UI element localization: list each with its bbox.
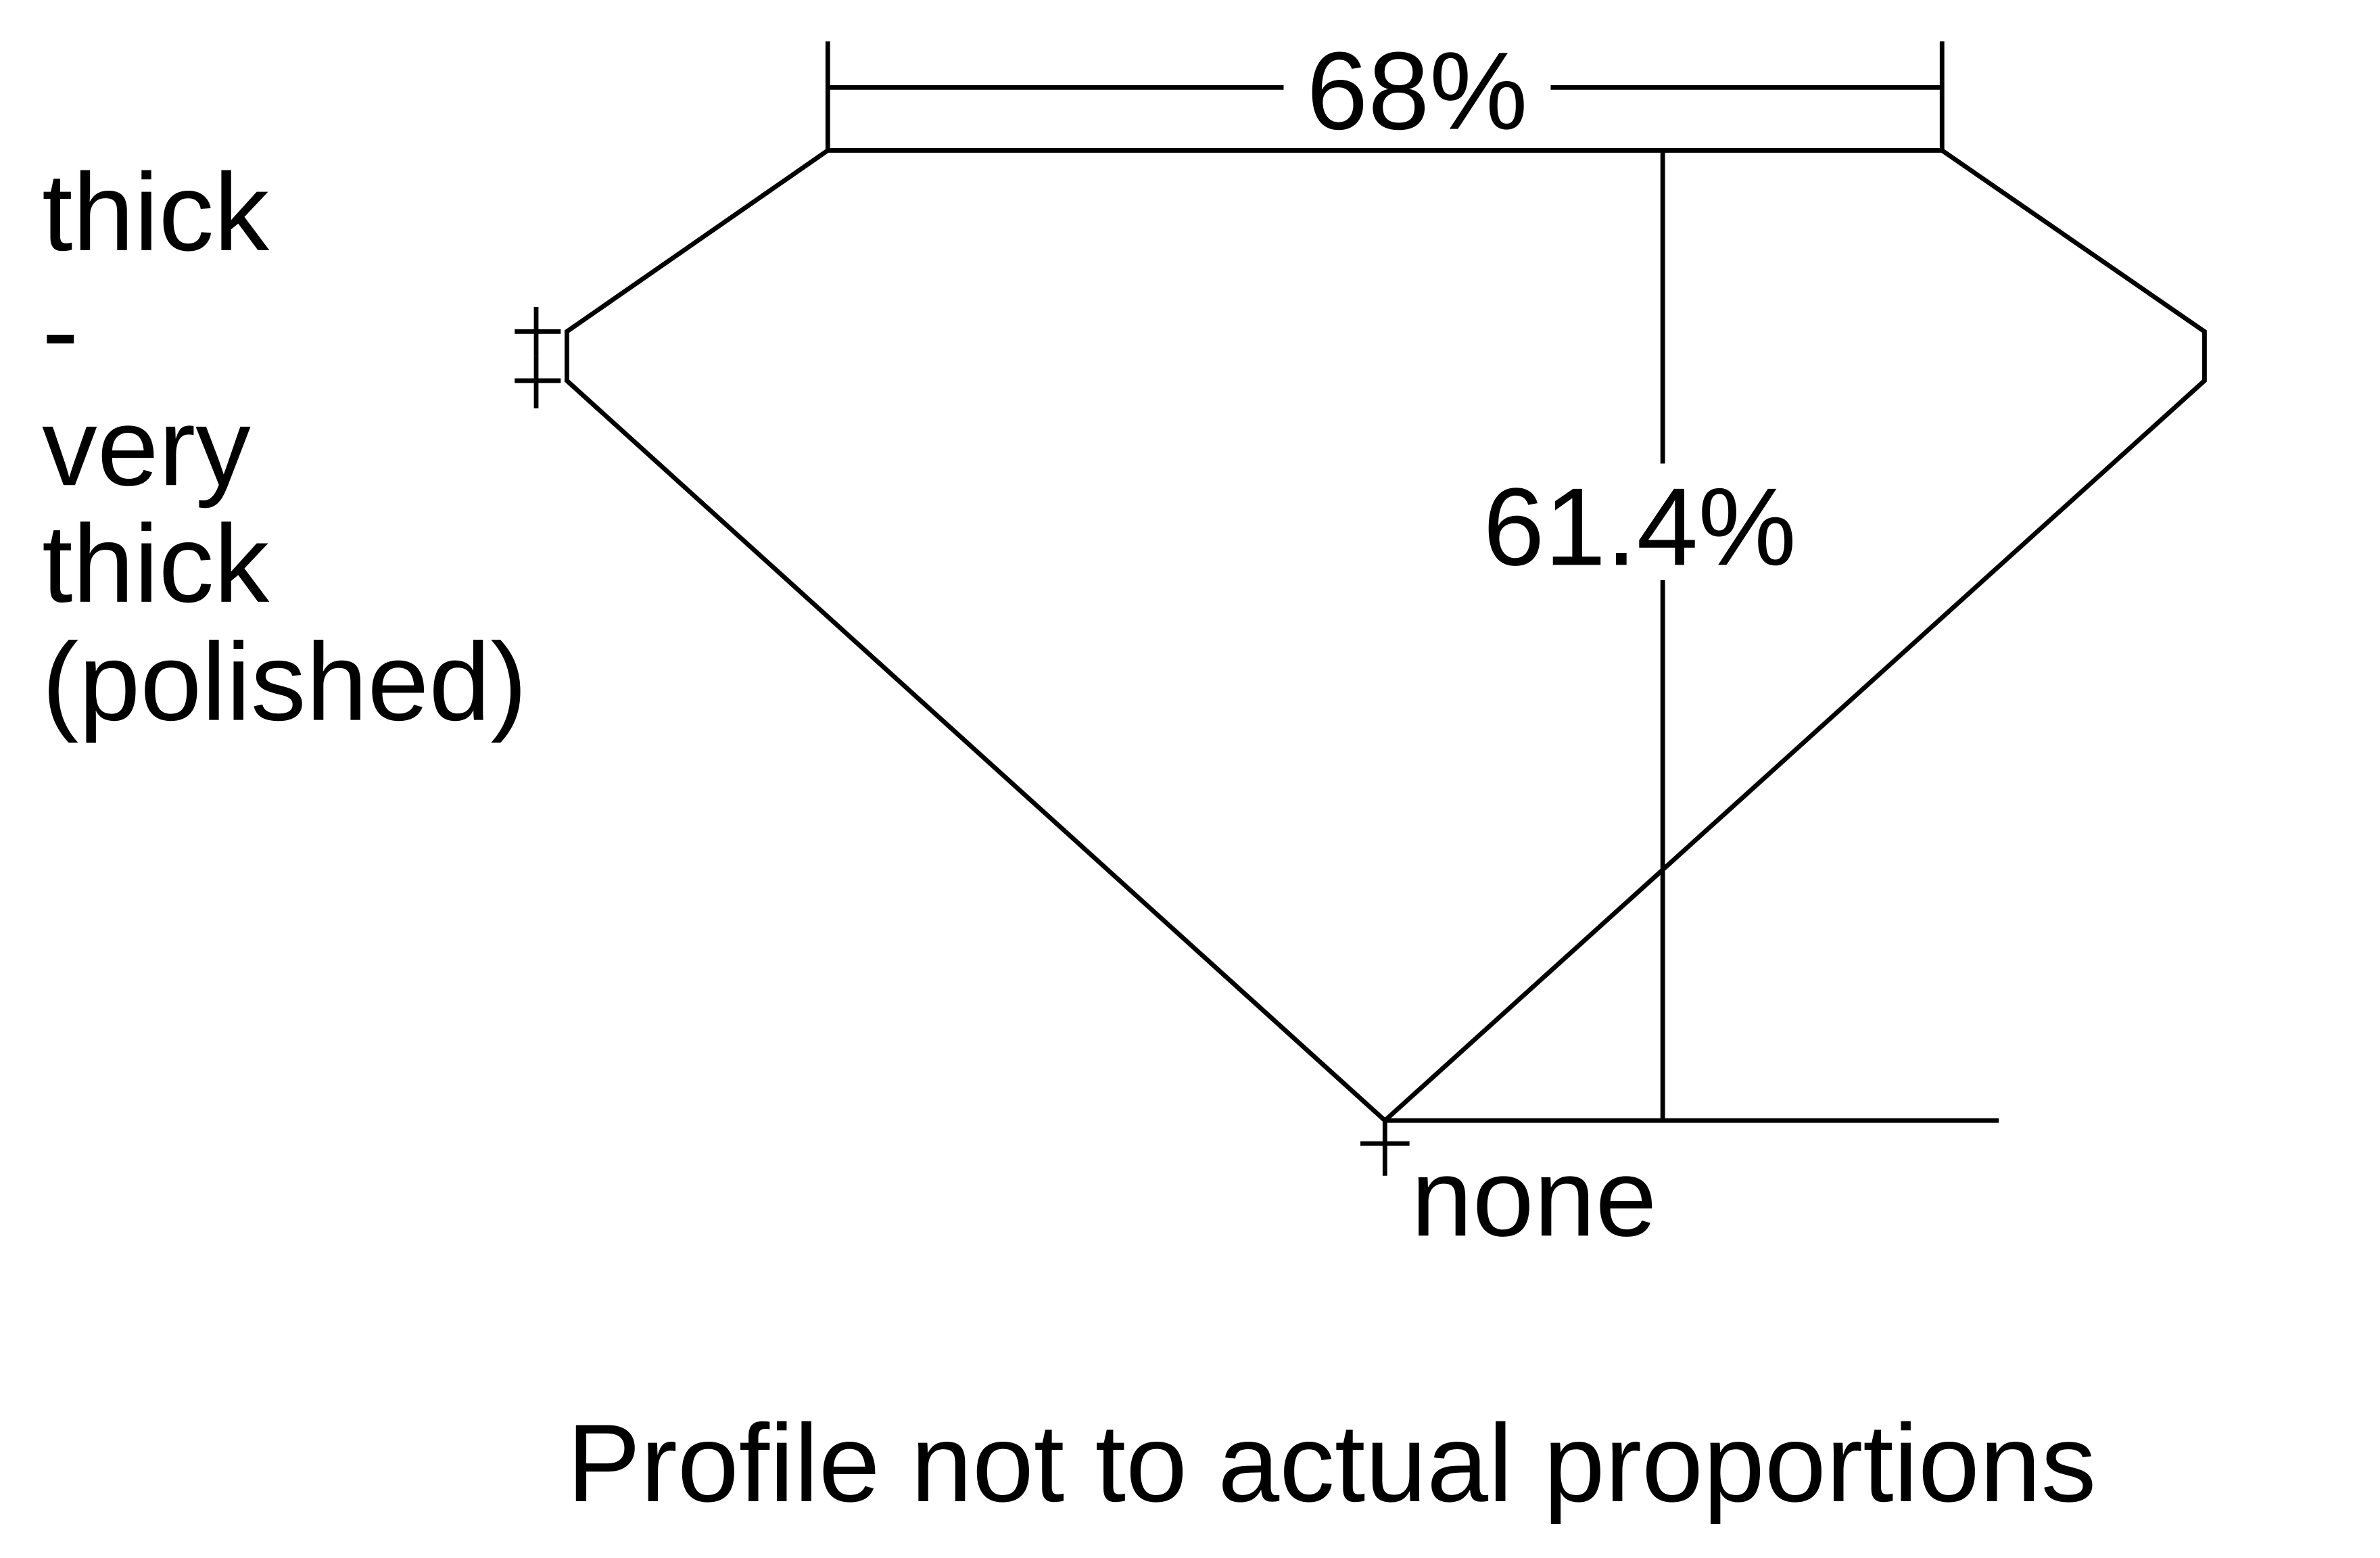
- culet-label: none: [1411, 1135, 1657, 1259]
- girdle-label-line: (polished): [42, 620, 527, 744]
- girdle-label-line: -: [42, 268, 78, 392]
- girdle-label-line: thick: [42, 150, 269, 274]
- girdle-label-line: thick: [42, 502, 269, 625]
- footnote: Profile not to actual proportions: [567, 1401, 2096, 1525]
- table-dimension: 68%: [825, 29, 1945, 153]
- girdle-label-line: very: [42, 385, 251, 509]
- culet-marker: [1360, 1120, 1410, 1176]
- depth-dimension: 61.4%: [1385, 150, 1999, 1123]
- depth-percent-label: 61.4%: [1483, 465, 1796, 588]
- table-percent-label: 68%: [1306, 29, 1527, 153]
- girdle-markers: [515, 306, 561, 408]
- gem-outline: [564, 148, 2207, 1124]
- girdle-label: thick - very thick (polished): [42, 150, 527, 744]
